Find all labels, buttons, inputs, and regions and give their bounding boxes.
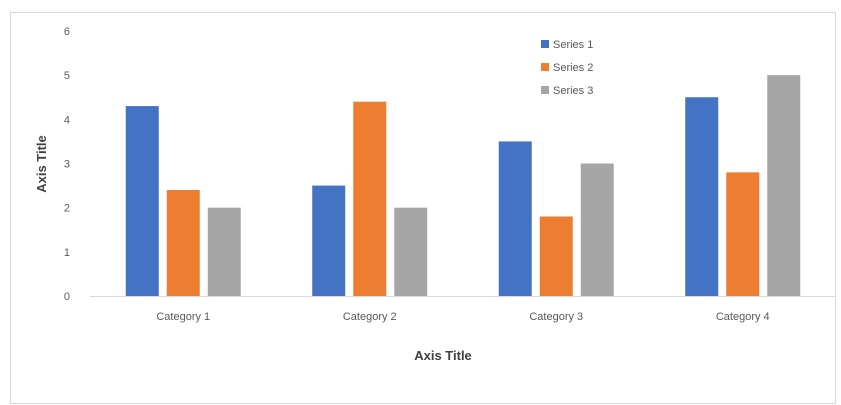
- bar-3-4: [767, 75, 801, 297]
- x-tick-label: Category 2: [343, 311, 397, 323]
- y-axis-tick-labels: 0 1 2 3 4 5 6: [64, 26, 70, 303]
- y-tick-label: 1: [64, 247, 70, 259]
- legend-label-1: Series 1: [553, 39, 593, 51]
- legend-swatch-1: [541, 40, 549, 48]
- y-axis-title: Axis Title: [34, 135, 49, 193]
- y-tick-label: 6: [64, 26, 70, 38]
- bar-1-2: [312, 185, 346, 296]
- bar-2-4: [726, 172, 760, 296]
- bar-2-3: [539, 216, 573, 296]
- y-tick-label: 5: [64, 70, 70, 82]
- y-tick-label: 3: [64, 159, 70, 171]
- legend-swatch-2: [541, 63, 549, 71]
- x-tick-label: Category 1: [156, 311, 210, 323]
- bar-3-1: [207, 207, 241, 296]
- bar-1-4: [685, 97, 719, 296]
- y-tick-label: 2: [64, 203, 70, 215]
- bar-2-1: [166, 190, 200, 296]
- bar-1-3: [498, 141, 532, 296]
- legend-label-3: Series 3: [553, 85, 593, 97]
- legend-swatch-3: [541, 86, 549, 94]
- x-tick-label: Category 4: [716, 311, 770, 323]
- bars: [125, 75, 801, 297]
- y-tick-label: 0: [64, 291, 70, 303]
- legend: Series 1 Series 2 Series 3: [541, 39, 593, 97]
- x-tick-label: Category 3: [529, 311, 583, 323]
- bar-2-2: [353, 101, 387, 297]
- x-axis-title: Axis Title: [414, 348, 472, 363]
- bar-3-3: [580, 163, 614, 296]
- x-axis-tick-labels: Category 1 Category 2 Category 3 Category 4: [156, 311, 769, 323]
- y-tick-label: 4: [64, 114, 70, 126]
- bar-1-1: [125, 106, 159, 296]
- legend-label-2: Series 2: [553, 62, 593, 74]
- bar-3-2: [394, 207, 428, 296]
